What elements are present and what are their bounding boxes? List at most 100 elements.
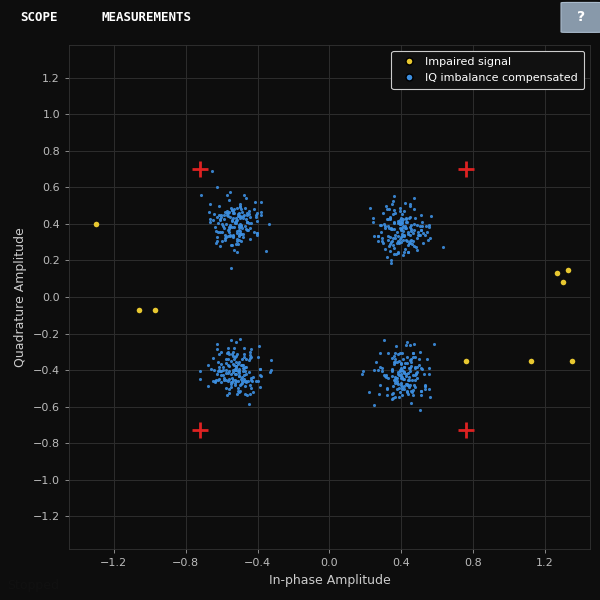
Point <box>390 392 400 402</box>
Point <box>234 211 244 220</box>
Point <box>403 247 413 257</box>
Point <box>402 337 412 347</box>
Point <box>397 372 407 382</box>
Point <box>230 205 239 214</box>
Point <box>241 214 251 224</box>
Point <box>421 221 431 231</box>
Point <box>380 371 389 380</box>
Point <box>218 221 227 231</box>
Point <box>230 353 240 362</box>
Point <box>397 216 406 226</box>
Point <box>379 209 388 218</box>
Point <box>203 360 213 370</box>
Point <box>239 229 248 239</box>
Point <box>415 230 424 240</box>
Point <box>209 209 219 218</box>
Point <box>266 367 275 377</box>
Point <box>408 386 418 395</box>
Point <box>397 224 407 233</box>
Point <box>402 379 412 389</box>
Point <box>401 214 411 224</box>
Point <box>211 375 221 385</box>
Point <box>406 354 416 364</box>
Point <box>415 230 424 240</box>
Point <box>389 233 398 242</box>
Point <box>416 226 426 235</box>
Point <box>425 364 434 373</box>
Point <box>388 240 398 250</box>
Point <box>239 377 249 386</box>
Point <box>213 376 223 385</box>
Point <box>227 240 237 250</box>
Point <box>227 217 237 226</box>
Point <box>218 219 227 229</box>
Point <box>388 393 397 403</box>
Point <box>239 353 249 362</box>
Point <box>392 227 402 237</box>
Point <box>242 217 252 226</box>
Point <box>407 387 416 397</box>
Point <box>408 228 418 238</box>
Point <box>151 305 160 314</box>
Point <box>404 375 414 385</box>
Point <box>236 212 245 222</box>
Point <box>255 383 265 392</box>
Point <box>387 389 397 398</box>
Point <box>236 228 245 238</box>
Point <box>393 247 403 257</box>
Point <box>247 353 256 362</box>
Point <box>397 232 407 241</box>
Point <box>227 377 236 386</box>
Point <box>239 190 249 200</box>
Point <box>400 358 410 368</box>
Point <box>230 376 240 385</box>
Point <box>212 212 221 222</box>
Point <box>256 208 266 217</box>
Point <box>223 225 233 235</box>
Point <box>241 376 250 386</box>
Point <box>231 370 241 379</box>
Point <box>410 352 420 362</box>
Point <box>379 370 389 380</box>
Point <box>228 230 238 239</box>
Point <box>438 242 448 252</box>
Point <box>382 383 392 393</box>
Point <box>403 380 413 390</box>
Text: MEASUREMENTS: MEASUREMENTS <box>102 11 192 24</box>
Point <box>380 244 389 254</box>
Point <box>235 225 244 235</box>
Point <box>250 197 260 207</box>
Point <box>218 362 227 371</box>
Point <box>224 195 233 205</box>
Point <box>232 247 242 256</box>
Point <box>416 226 425 235</box>
Point <box>397 229 407 239</box>
Point <box>240 221 250 230</box>
Point <box>231 216 241 226</box>
Point <box>385 213 395 223</box>
Point <box>244 206 254 216</box>
Point <box>244 376 253 386</box>
Point <box>228 214 238 223</box>
Point <box>392 376 401 386</box>
Point <box>228 209 238 218</box>
Point <box>236 380 245 390</box>
Point <box>242 208 252 218</box>
Point <box>391 379 400 388</box>
Point <box>392 373 401 383</box>
Point <box>410 194 419 203</box>
Point <box>221 207 230 217</box>
Point <box>238 366 248 376</box>
Point <box>422 354 432 364</box>
Point <box>395 220 405 229</box>
Point <box>229 360 238 370</box>
Point <box>397 218 407 228</box>
Point <box>376 348 385 358</box>
Point <box>385 239 395 248</box>
Point <box>409 340 418 349</box>
Point <box>255 364 265 374</box>
Point <box>403 229 413 239</box>
Point <box>242 211 252 220</box>
Point <box>236 236 246 246</box>
Point <box>563 265 573 274</box>
